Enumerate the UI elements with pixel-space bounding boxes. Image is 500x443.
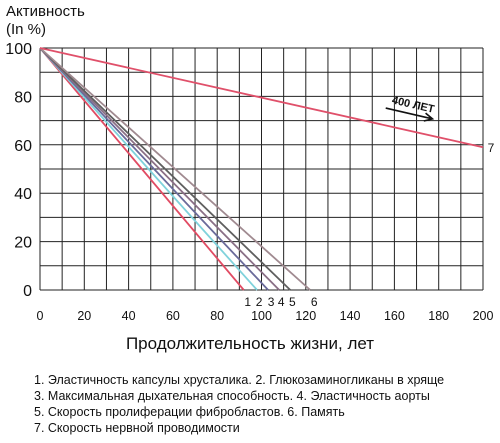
legend-line-3: 5. Скорость пролиферации фибробластов. 6… [34, 405, 345, 419]
series-label-4: 4 [278, 295, 285, 309]
legend-line-1: 1. Эластичность капсулы хрусталика. 2. Г… [34, 373, 445, 387]
x-tick-label: 60 [166, 309, 180, 323]
x-tick-label: 0 [37, 309, 44, 323]
annotation-400-years: 400 ЛЕТ [385, 94, 436, 122]
x-tick-label: 20 [77, 309, 91, 323]
y-tick-label: 80 [14, 89, 32, 106]
series-line-2 [39, 47, 258, 291]
series-label-2: 2 [256, 295, 263, 309]
x-tick-label: 160 [384, 309, 405, 323]
series-label-1: 1 [244, 295, 251, 309]
y-tick-label: 20 [14, 235, 32, 252]
legend: 1. Эластичность капсулы хрусталика. 2. Г… [34, 372, 444, 436]
series-line-3 [39, 47, 269, 291]
series-line-7 [39, 47, 484, 149]
y-tick-label: 100 [5, 41, 32, 58]
y-tick-label: 0 [23, 283, 32, 300]
x-tick-label: 120 [295, 309, 316, 323]
series-label-5: 5 [289, 295, 296, 309]
y-axis-title-line1: Активность [6, 3, 85, 20]
series-line-4 [39, 47, 280, 291]
y-axis-title-line2: (In %) [6, 21, 47, 38]
x-tick-label: 100 [251, 309, 272, 323]
x-tick-label: 200 [473, 309, 494, 323]
y-tick-label: 60 [14, 138, 32, 155]
x-tick-label: 40 [122, 309, 136, 323]
annotation-text: 400 ЛЕТ [391, 94, 436, 115]
annotation-arrow [385, 107, 435, 122]
series-label-3: 3 [268, 295, 275, 309]
x-tick-label: 140 [340, 309, 361, 323]
series-label-7: 7 [488, 141, 495, 155]
series-line-1 [39, 47, 245, 291]
x-axis-title: Продолжительность жизни, лет [125, 334, 375, 353]
series-label-6: 6 [311, 295, 318, 309]
legend-line-4: 7. Скорость нервной проводимости [34, 421, 240, 435]
x-tick-label: 180 [428, 309, 449, 323]
series-line-5 [39, 47, 291, 291]
series-line-6 [39, 47, 311, 291]
y-tick-label: 40 [14, 186, 32, 203]
legend-line-2: 3. Максимальная дыхательная способность.… [34, 389, 430, 403]
x-tick-label: 80 [210, 309, 224, 323]
